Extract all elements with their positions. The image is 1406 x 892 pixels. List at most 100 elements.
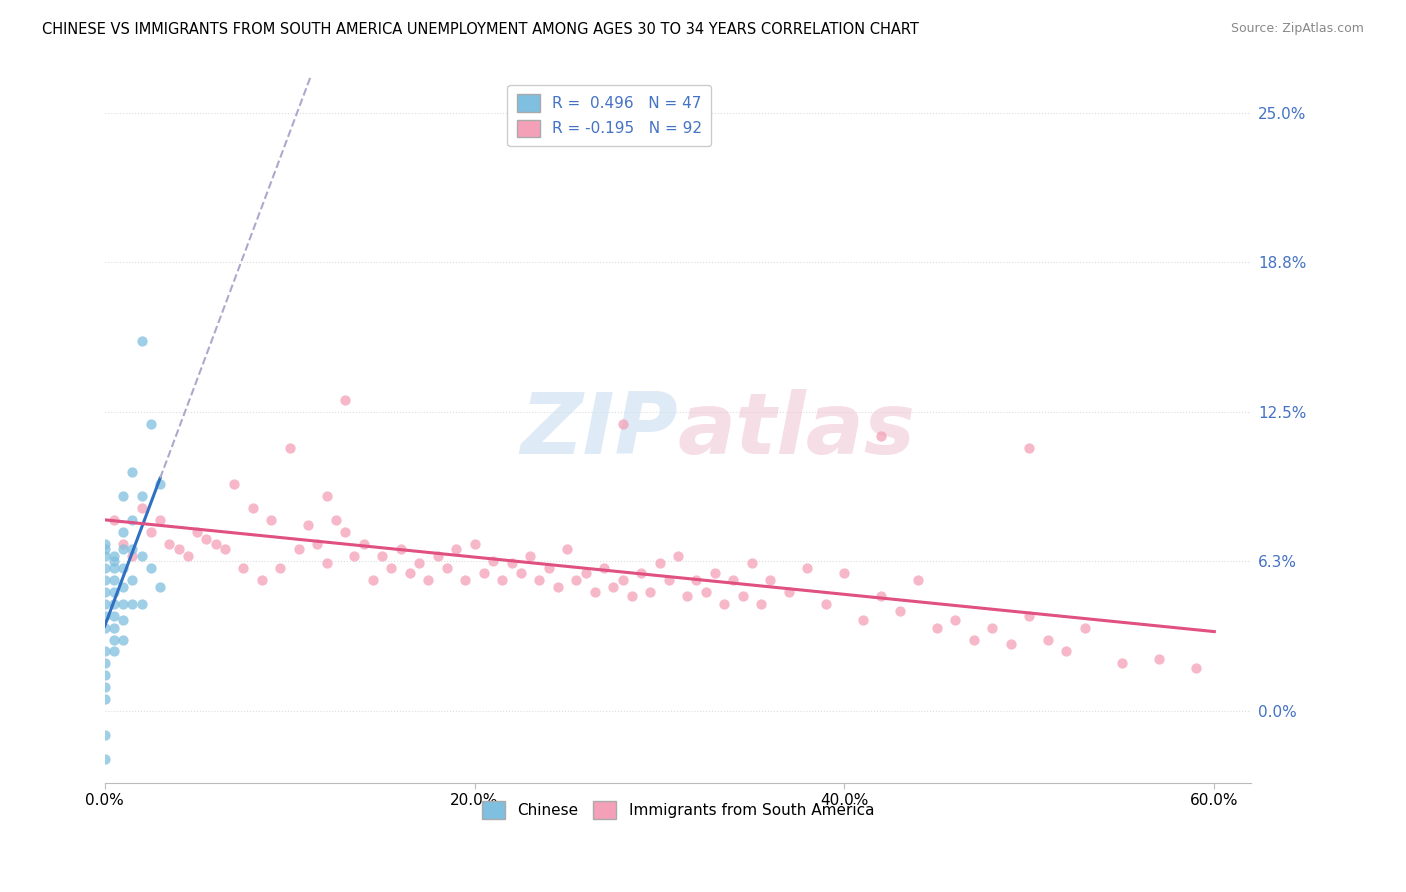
Point	[620, 590, 643, 604]
Point	[93, 561, 115, 575]
Point	[537, 561, 560, 575]
Point	[103, 561, 125, 575]
Point	[177, 549, 200, 563]
Point	[93, 644, 115, 658]
Point	[121, 541, 143, 556]
Point	[139, 417, 162, 432]
Point	[704, 566, 727, 580]
Point	[121, 597, 143, 611]
Point	[186, 524, 208, 539]
Point	[112, 489, 135, 503]
Point	[269, 561, 291, 575]
Point	[796, 561, 818, 575]
Point	[741, 556, 763, 570]
Point	[778, 584, 800, 599]
Point	[547, 580, 569, 594]
Point	[981, 621, 1004, 635]
Point	[93, 549, 115, 563]
Point	[925, 621, 948, 635]
Point	[112, 524, 135, 539]
Point	[204, 537, 226, 551]
Point	[464, 537, 486, 551]
Point	[593, 561, 616, 575]
Point	[315, 556, 337, 570]
Point	[131, 334, 153, 348]
Point	[509, 566, 531, 580]
Point	[103, 584, 125, 599]
Point	[103, 513, 125, 527]
Point	[112, 580, 135, 594]
Point	[93, 573, 115, 587]
Text: Source: ZipAtlas.com: Source: ZipAtlas.com	[1230, 22, 1364, 36]
Point	[278, 441, 301, 455]
Point	[482, 553, 505, 567]
Point	[759, 573, 782, 587]
Point	[945, 614, 967, 628]
Point	[408, 556, 430, 570]
Point	[519, 549, 541, 563]
Point	[112, 537, 135, 551]
Point	[131, 549, 153, 563]
Point	[93, 752, 115, 766]
Point	[242, 500, 264, 515]
Point	[389, 541, 412, 556]
Point	[103, 549, 125, 563]
Point	[648, 556, 671, 570]
Point	[723, 573, 745, 587]
Point	[167, 541, 190, 556]
Point	[103, 553, 125, 567]
Point	[224, 477, 246, 491]
Point	[398, 566, 420, 580]
Point	[834, 566, 856, 580]
Point	[676, 590, 699, 604]
Point	[333, 393, 356, 408]
Point	[93, 692, 115, 706]
Point	[260, 513, 283, 527]
Point	[131, 500, 153, 515]
Point	[121, 573, 143, 587]
Point	[491, 573, 513, 587]
Point	[112, 561, 135, 575]
Point	[157, 537, 180, 551]
Point	[232, 561, 254, 575]
Point	[1147, 651, 1170, 665]
Point	[195, 532, 218, 546]
Point	[612, 573, 634, 587]
Point	[250, 573, 273, 587]
Point	[353, 537, 375, 551]
Legend: Chinese, Immigrants from South America: Chinese, Immigrants from South America	[475, 795, 880, 825]
Point	[426, 549, 449, 563]
Point	[93, 728, 115, 742]
Point	[695, 584, 717, 599]
Point	[565, 573, 588, 587]
Text: atlas: atlas	[678, 389, 917, 472]
Point	[93, 584, 115, 599]
Point	[380, 561, 402, 575]
Point	[112, 541, 135, 556]
Point	[93, 657, 115, 671]
Point	[870, 429, 893, 443]
Point	[121, 549, 143, 563]
Point	[1111, 657, 1133, 671]
Point	[103, 608, 125, 623]
Point	[214, 541, 236, 556]
Point	[1074, 621, 1097, 635]
Point	[325, 513, 347, 527]
Point	[93, 608, 115, 623]
Point	[103, 632, 125, 647]
Point	[288, 541, 311, 556]
Point	[852, 614, 875, 628]
Point	[444, 541, 467, 556]
Point	[93, 681, 115, 695]
Point	[103, 621, 125, 635]
Point	[139, 561, 162, 575]
Point	[112, 597, 135, 611]
Point	[333, 524, 356, 539]
Point	[454, 573, 477, 587]
Point	[103, 573, 125, 587]
Point	[583, 584, 606, 599]
Point	[602, 580, 624, 594]
Point	[630, 566, 652, 580]
Point	[343, 549, 366, 563]
Point	[93, 621, 115, 635]
